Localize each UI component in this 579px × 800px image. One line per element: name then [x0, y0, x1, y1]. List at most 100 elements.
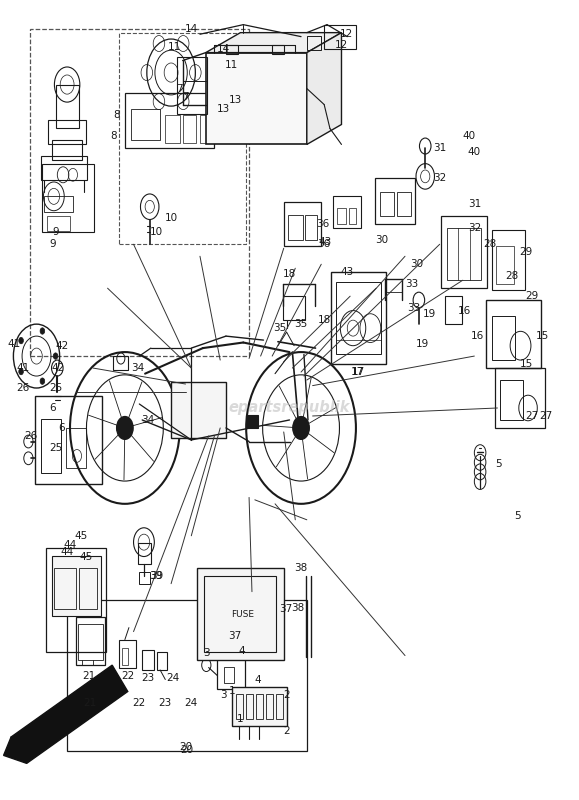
- Bar: [217, 657, 245, 689]
- Text: 20: 20: [179, 742, 192, 752]
- Bar: [223, 666, 234, 682]
- Text: 4: 4: [254, 674, 261, 685]
- Bar: [79, 568, 97, 610]
- Bar: [288, 214, 303, 240]
- Bar: [30, 29, 249, 356]
- Bar: [183, 115, 196, 143]
- Text: 11: 11: [225, 59, 239, 70]
- Text: epartsrepublik: epartsrepublik: [229, 401, 350, 415]
- Text: 31: 31: [468, 199, 481, 210]
- Bar: [331, 272, 386, 364]
- Bar: [204, 576, 276, 651]
- Text: 23: 23: [141, 673, 155, 683]
- Bar: [67, 600, 307, 751]
- Bar: [157, 652, 167, 670]
- Bar: [41, 157, 87, 180]
- Text: 41: 41: [16, 363, 30, 373]
- Circle shape: [116, 417, 133, 439]
- Bar: [48, 121, 86, 145]
- Text: 8: 8: [113, 110, 119, 120]
- Bar: [496, 246, 514, 284]
- Text: 42: 42: [52, 363, 65, 373]
- Text: 44: 44: [63, 540, 76, 550]
- Circle shape: [293, 417, 309, 439]
- Text: 37: 37: [279, 604, 292, 614]
- Text: 43: 43: [340, 267, 354, 278]
- Bar: [177, 57, 207, 114]
- Text: 26: 26: [24, 431, 38, 441]
- Text: 8: 8: [110, 131, 116, 142]
- Bar: [333, 196, 361, 228]
- Text: 35: 35: [274, 323, 287, 333]
- Bar: [52, 556, 101, 616]
- Bar: [307, 36, 321, 50]
- Circle shape: [19, 338, 23, 344]
- Text: 29: 29: [526, 291, 538, 301]
- Text: 11: 11: [167, 42, 181, 52]
- Text: 14: 14: [185, 24, 198, 34]
- Text: 16: 16: [457, 306, 471, 315]
- Bar: [375, 178, 415, 224]
- Text: 19: 19: [416, 339, 429, 349]
- Text: 10: 10: [164, 213, 178, 223]
- Text: 34: 34: [141, 415, 155, 425]
- Circle shape: [53, 353, 58, 359]
- Text: 45: 45: [79, 552, 93, 562]
- Text: 10: 10: [150, 227, 163, 238]
- Bar: [492, 230, 525, 290]
- Bar: [349, 208, 356, 224]
- Bar: [142, 650, 154, 670]
- Bar: [338, 208, 346, 224]
- Text: 9: 9: [52, 227, 59, 238]
- Bar: [226, 45, 237, 54]
- Bar: [54, 568, 76, 610]
- Bar: [336, 282, 381, 354]
- Text: 1: 1: [229, 686, 235, 697]
- Text: 32: 32: [468, 223, 481, 234]
- Text: 6: 6: [49, 403, 56, 413]
- Bar: [256, 694, 263, 719]
- Text: 6: 6: [58, 423, 65, 433]
- Text: 22: 22: [133, 698, 146, 709]
- Bar: [397, 192, 411, 216]
- Bar: [140, 572, 150, 584]
- Text: 30: 30: [410, 259, 423, 270]
- Bar: [492, 316, 515, 360]
- Text: 25: 25: [49, 443, 62, 453]
- Text: 15: 15: [536, 331, 549, 341]
- Text: 38: 38: [295, 562, 307, 573]
- Bar: [236, 694, 243, 719]
- Circle shape: [40, 378, 45, 384]
- Bar: [78, 624, 103, 659]
- Text: 13: 13: [229, 94, 242, 105]
- Text: 43: 43: [318, 237, 332, 247]
- Bar: [122, 647, 128, 665]
- Bar: [119, 33, 246, 244]
- Bar: [47, 216, 70, 230]
- Bar: [171, 382, 226, 438]
- Text: 2: 2: [283, 726, 290, 737]
- Bar: [206, 53, 307, 145]
- Bar: [284, 202, 321, 246]
- Text: 28: 28: [505, 271, 519, 282]
- Polygon shape: [11, 665, 128, 763]
- Text: 4: 4: [239, 646, 245, 656]
- Bar: [119, 639, 137, 667]
- Text: 44: 44: [60, 546, 74, 557]
- Text: 39: 39: [149, 570, 162, 581]
- Bar: [276, 694, 283, 719]
- Polygon shape: [206, 33, 342, 53]
- Text: 17: 17: [351, 367, 364, 377]
- Text: 18: 18: [283, 269, 296, 279]
- Text: 25: 25: [49, 383, 62, 393]
- Bar: [486, 300, 541, 368]
- Bar: [380, 192, 394, 216]
- Text: 31: 31: [433, 143, 446, 154]
- Text: 38: 38: [292, 602, 305, 613]
- Text: 17: 17: [352, 367, 365, 377]
- Text: 7: 7: [177, 83, 183, 94]
- Bar: [166, 115, 179, 143]
- Text: 26: 26: [16, 383, 30, 393]
- Text: 21: 21: [83, 698, 97, 709]
- Text: 23: 23: [159, 698, 172, 709]
